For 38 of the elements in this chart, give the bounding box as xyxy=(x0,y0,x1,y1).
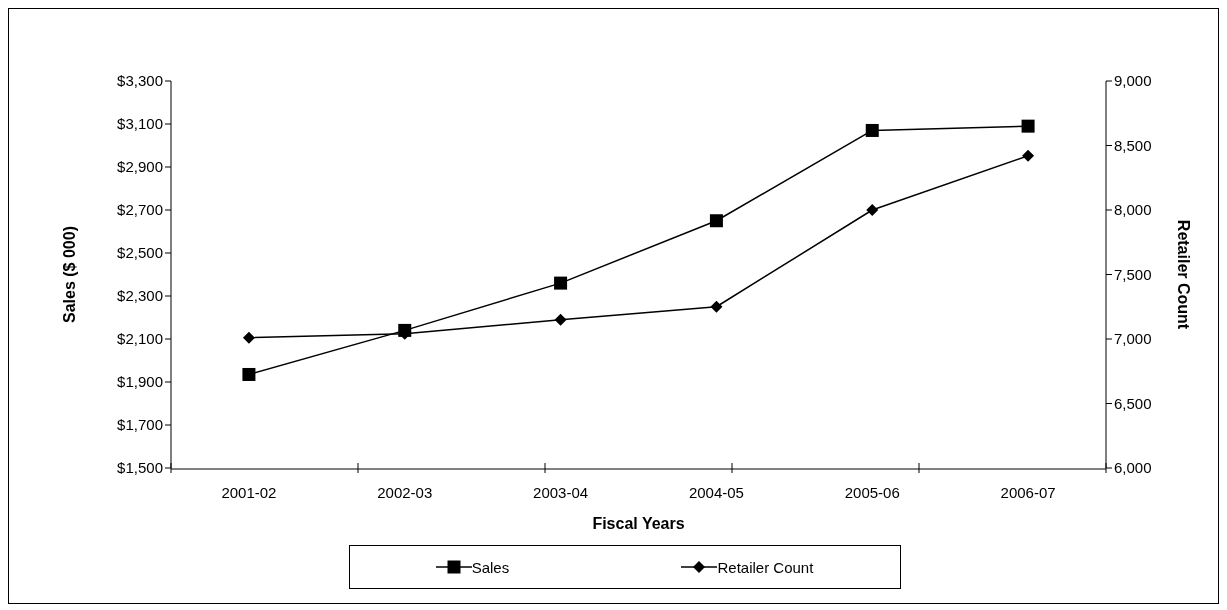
y2-tick-label: 8,000 xyxy=(1114,201,1152,219)
y2-tick-label: 7,000 xyxy=(1114,330,1152,348)
point xyxy=(554,276,568,290)
y2-tick-label: 6,000 xyxy=(1114,459,1152,477)
y-axis-title: Sales ($ 000) xyxy=(60,226,78,323)
point xyxy=(709,214,723,228)
x-tick-label: 2006-07 xyxy=(1000,483,1056,501)
y-tick-label: $2,900 xyxy=(117,158,163,176)
y2-axis-title: Retailer Count xyxy=(1175,219,1193,330)
point xyxy=(242,367,256,381)
x-tick-label: 2001-02 xyxy=(221,483,277,501)
point xyxy=(554,313,567,326)
y2-tick-label: 7,500 xyxy=(1114,265,1152,283)
y-tick-label: $1,700 xyxy=(117,416,163,434)
point xyxy=(1021,119,1035,133)
y-tick-label: $3,300 xyxy=(117,72,163,90)
legend-label: Sales xyxy=(471,558,510,576)
y-tick-label: $2,100 xyxy=(117,330,163,348)
point xyxy=(710,300,723,313)
y2-tick-label: 6,500 xyxy=(1114,394,1152,412)
x-tick-label: 2002-03 xyxy=(377,483,433,501)
point xyxy=(865,123,879,137)
point xyxy=(242,331,255,344)
y2-tick-label: 9,000 xyxy=(1114,72,1152,90)
y2-tick-label: 8,500 xyxy=(1114,136,1152,154)
x-tick-label: 2005-06 xyxy=(844,483,900,501)
x-axis-title: Fiscal Years xyxy=(592,515,685,532)
y-tick-label: $2,500 xyxy=(117,244,163,262)
y-tick-label: $2,700 xyxy=(117,201,163,219)
point xyxy=(1022,149,1035,162)
y-tick-label: $2,300 xyxy=(117,287,163,305)
y-tick-label: $1,900 xyxy=(117,373,163,391)
y-tick-label: $3,100 xyxy=(117,115,163,133)
x-tick-label: 2003-04 xyxy=(533,483,589,501)
x-tick-label: 2004-05 xyxy=(688,483,744,501)
point xyxy=(866,204,879,216)
legend-label: Retailer Count xyxy=(717,558,814,576)
y-tick-label: $1,500 xyxy=(117,459,163,477)
